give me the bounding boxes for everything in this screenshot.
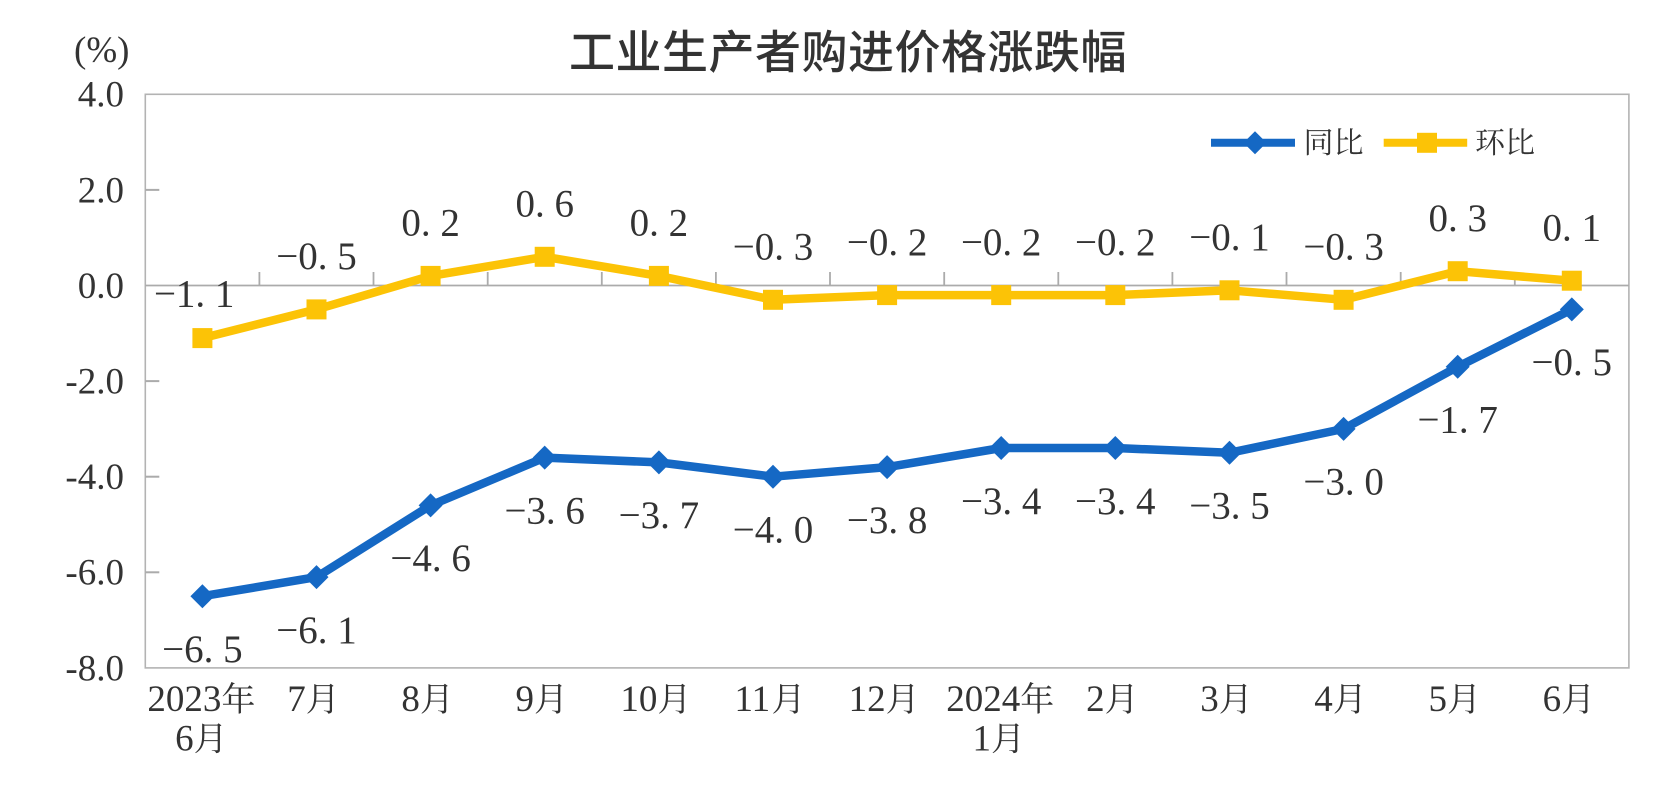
svg-text:−3. 7: −3. 7 [619, 494, 700, 537]
svg-text:11: 11 [735, 679, 771, 720]
svg-text:0. 3: 0. 3 [1428, 197, 1487, 240]
svg-text:4.0: 4.0 [78, 75, 124, 116]
svg-text:8: 8 [401, 679, 420, 720]
svg-text:−4. 0: −4. 0 [733, 509, 814, 552]
svg-text:−1. 7: −1. 7 [1417, 399, 1498, 442]
svg-text:(%): (%) [74, 30, 129, 71]
svg-text:−0. 2: −0. 2 [1075, 221, 1156, 264]
svg-text:−0. 5: −0. 5 [276, 235, 357, 278]
svg-text:−3. 5: −3. 5 [1189, 485, 1270, 528]
svg-text:0. 1: 0. 1 [1543, 207, 1602, 250]
svg-text:2: 2 [1086, 679, 1105, 720]
svg-text:−3. 0: −3. 0 [1303, 461, 1384, 504]
svg-text:−3. 8: −3. 8 [847, 499, 928, 542]
svg-text:−0. 3: −0. 3 [733, 226, 814, 269]
svg-text:−3. 4: −3. 4 [1075, 480, 1156, 523]
svg-text:3: 3 [1200, 679, 1219, 720]
svg-text:-4.0: -4.0 [65, 457, 124, 498]
svg-text:−6. 5: −6. 5 [162, 628, 243, 671]
svg-text:−0. 1: −0. 1 [1189, 216, 1270, 259]
svg-text:5: 5 [1429, 679, 1448, 720]
svg-text:-2.0: -2.0 [65, 362, 124, 403]
svg-text:2023: 2023 [147, 679, 221, 720]
svg-text:2.0: 2.0 [78, 170, 124, 211]
svg-text:−3. 6: −3. 6 [504, 489, 585, 532]
svg-text:9: 9 [516, 679, 535, 720]
svg-text:−0. 5: −0. 5 [1532, 341, 1613, 384]
svg-text:−3. 4: −3. 4 [961, 480, 1042, 523]
svg-text:1: 1 [973, 719, 992, 760]
svg-text:0. 2: 0. 2 [401, 202, 460, 245]
svg-text:4: 4 [1314, 679, 1333, 720]
svg-text:−0. 3: −0. 3 [1303, 226, 1384, 269]
svg-text:−4. 6: −4. 6 [390, 537, 471, 580]
svg-text:6: 6 [1543, 679, 1562, 720]
svg-text:-6.0: -6.0 [65, 553, 124, 594]
svg-text:−6. 1: −6. 1 [276, 609, 357, 652]
svg-text:12: 12 [849, 679, 886, 720]
svg-text:10: 10 [620, 679, 657, 720]
svg-text:7: 7 [287, 679, 306, 720]
svg-text:2024: 2024 [946, 679, 1020, 720]
svg-text:0.0: 0.0 [78, 266, 124, 307]
svg-text:-8.0: -8.0 [65, 648, 124, 689]
svg-text:0. 6: 0. 6 [515, 183, 574, 226]
svg-text:−0. 2: −0. 2 [961, 221, 1042, 264]
svg-text:−1. 1: −1. 1 [154, 273, 235, 316]
svg-text:−0. 2: −0. 2 [847, 221, 928, 264]
svg-text:0. 2: 0. 2 [630, 202, 689, 245]
svg-text:6: 6 [175, 719, 194, 760]
